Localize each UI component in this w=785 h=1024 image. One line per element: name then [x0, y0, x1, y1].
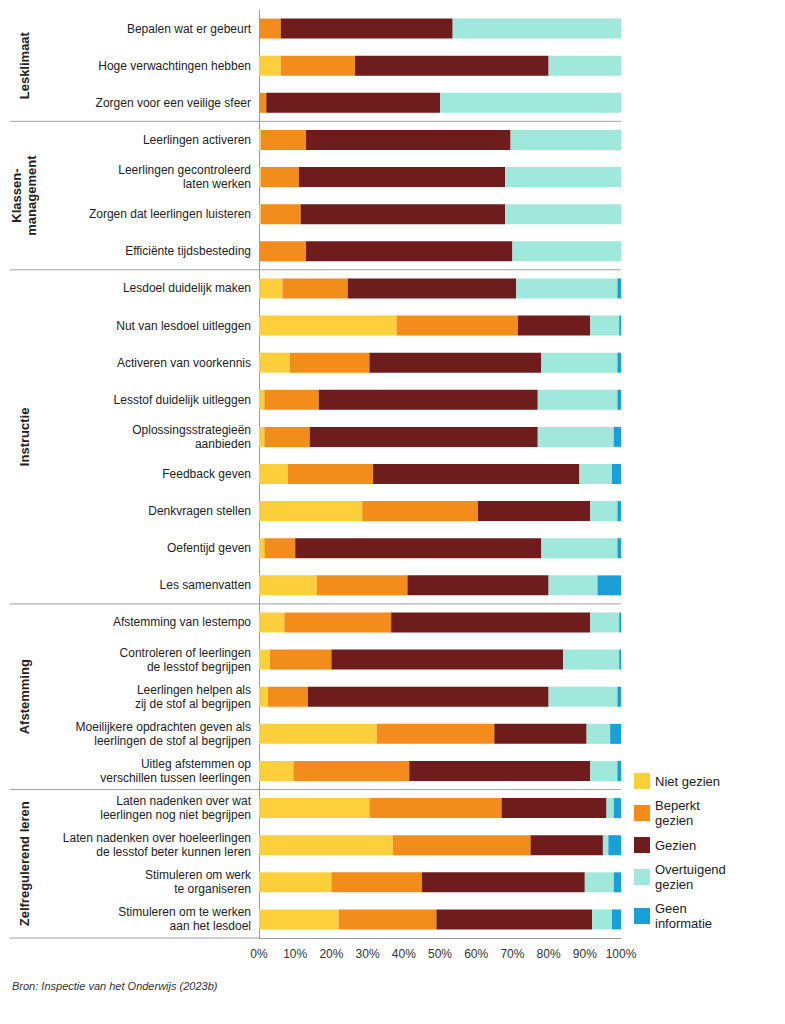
svg-text:Oefentijd geven: Oefentijd geven: [167, 541, 251, 555]
svg-text:Lesstof duidelijk uitleggen: Lesstof duidelijk uitleggen: [114, 393, 251, 407]
svg-text:Klassen-: Klassen-: [9, 168, 24, 222]
svg-text:zij de stof al begrijpen: zij de stof al begrijpen: [135, 697, 251, 711]
svg-text:Overtuigend: Overtuigend: [655, 862, 726, 877]
svg-text:Uitleg afstemmen op: Uitleg afstemmen op: [141, 757, 251, 771]
svg-text:Stimuleren om te werken: Stimuleren om te werken: [118, 905, 251, 919]
svg-text:Bron: Inspectie van het Onderw: Bron: Inspectie van het Onderwijs (2023b…: [12, 980, 218, 992]
svg-text:Leerlingen gecontroleerd: Leerlingen gecontroleerd: [118, 163, 251, 177]
svg-text:70%: 70%: [500, 947, 524, 961]
svg-text:Afstemming: Afstemming: [17, 659, 32, 734]
svg-text:leerlingen nog niet begrijpen: leerlingen nog niet begrijpen: [100, 808, 251, 822]
svg-text:Geen: Geen: [655, 901, 687, 916]
svg-text:Lesdoel duidelijk maken: Lesdoel duidelijk maken: [123, 281, 251, 295]
svg-text:gezien: gezien: [655, 877, 693, 892]
svg-text:Activeren van voorkennis: Activeren van voorkennis: [117, 356, 251, 370]
svg-text:Zorgen dat leerlingen luistere: Zorgen dat leerlingen luisteren: [89, 207, 251, 221]
svg-text:aan het lesdoel: aan het lesdoel: [170, 919, 251, 933]
svg-text:Nut van lesdoel uitleggen: Nut van lesdoel uitleggen: [116, 319, 251, 333]
svg-text:Feedback geven: Feedback geven: [162, 467, 251, 481]
svg-text:100%: 100%: [606, 947, 637, 961]
svg-text:40%: 40%: [392, 947, 416, 961]
svg-text:gezien: gezien: [655, 813, 693, 828]
svg-text:Oplossingsstrategieën: Oplossingsstrategieën: [132, 423, 251, 437]
svg-text:de lesstof begrijpen: de lesstof begrijpen: [147, 660, 251, 674]
svg-text:te organiseren: te organiseren: [174, 882, 251, 896]
svg-text:Leerlingen activeren: Leerlingen activeren: [143, 133, 251, 147]
svg-text:Moeilijkere opdrachten geven a: Moeilijkere opdrachten geven als: [76, 720, 251, 734]
svg-text:laten werken: laten werken: [183, 177, 251, 191]
svg-text:Lesklimaat: Lesklimaat: [17, 31, 32, 99]
svg-text:60%: 60%: [464, 947, 488, 961]
svg-text:Laten nadenken over hoeleerlin: Laten nadenken over hoeleerlingen: [63, 831, 251, 845]
svg-text:Hoge verwachtingen hebben: Hoge verwachtingen hebben: [98, 59, 251, 73]
svg-text:Zelfregulerend leren: Zelfregulerend leren: [17, 801, 32, 926]
svg-text:Leerlingen helpen als: Leerlingen helpen als: [137, 683, 251, 697]
svg-text:Instructie: Instructie: [17, 408, 32, 467]
svg-text:20%: 20%: [319, 947, 343, 961]
svg-text:Gezien: Gezien: [655, 838, 696, 853]
svg-text:90%: 90%: [573, 947, 597, 961]
svg-text:80%: 80%: [537, 947, 561, 961]
svg-text:Les samenvatten: Les samenvatten: [160, 578, 251, 592]
svg-text:Afstemming van lestempo: Afstemming van lestempo: [113, 615, 251, 629]
svg-text:Controleren of leerlingen: Controleren of leerlingen: [120, 646, 251, 660]
svg-text:Stimuleren om werk: Stimuleren om werk: [145, 868, 252, 882]
svg-text:Denkvragen stellen: Denkvragen stellen: [148, 504, 251, 518]
svg-text:Niet gezien: Niet gezien: [655, 774, 720, 789]
svg-text:leerlingen de stof al begrijpe: leerlingen de stof al begrijpen: [94, 734, 251, 748]
svg-text:de lesstof beter kunnen leren: de lesstof beter kunnen leren: [96, 845, 251, 859]
svg-text:Beperkt: Beperkt: [655, 798, 700, 813]
svg-text:management: management: [24, 155, 39, 236]
svg-text:verschillen tussen leerlingen: verschillen tussen leerlingen: [100, 771, 251, 785]
svg-text:0%: 0%: [250, 947, 268, 961]
svg-text:30%: 30%: [356, 947, 380, 961]
svg-text:Laten nadenken over wat: Laten nadenken over wat: [116, 794, 251, 808]
svg-text:Bepalen wat er gebeurt: Bepalen wat er gebeurt: [127, 22, 252, 36]
svg-text:Efficiënte tijdsbesteding: Efficiënte tijdsbesteding: [125, 244, 251, 258]
svg-text:informatie: informatie: [655, 916, 712, 931]
svg-text:50%: 50%: [428, 947, 452, 961]
svg-text:10%: 10%: [283, 947, 307, 961]
svg-text:aanbieden: aanbieden: [195, 437, 251, 451]
svg-text:Zorgen voor een veilige sfeer: Zorgen voor een veilige sfeer: [96, 96, 251, 110]
